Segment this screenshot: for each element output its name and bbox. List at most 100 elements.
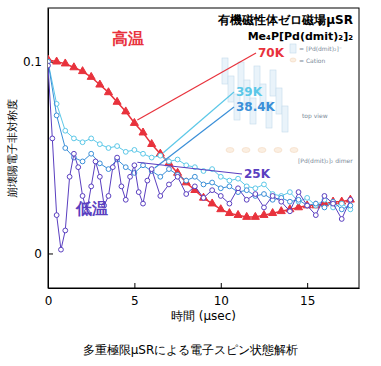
data-point — [53, 57, 61, 64]
data-point — [141, 151, 146, 156]
data-point — [89, 151, 94, 156]
tick: 5 — [131, 283, 139, 308]
data-point — [87, 72, 95, 79]
data-point — [201, 195, 206, 200]
data-point — [339, 217, 344, 222]
data-point — [130, 118, 138, 125]
subtitle: Me₄P[Pd(dmit)₂]₂ — [248, 30, 354, 43]
data-point — [296, 197, 301, 202]
data-point — [253, 186, 258, 191]
data-point — [50, 136, 55, 141]
data-point — [167, 167, 172, 172]
data-point — [287, 209, 292, 214]
plot-frame — [48, 8, 359, 288]
data-point — [80, 194, 85, 199]
data-point — [113, 97, 121, 104]
series-line — [48, 62, 350, 210]
inset-key — [290, 44, 296, 53]
data-point — [96, 80, 104, 87]
data-point — [184, 163, 189, 168]
data-point — [97, 174, 102, 179]
inset-label: top view — [302, 112, 328, 120]
data-point — [76, 165, 81, 170]
data-point — [287, 199, 292, 204]
data-point — [72, 151, 77, 156]
inset-cation — [258, 148, 266, 153]
data-point — [244, 188, 249, 193]
data-point — [63, 146, 68, 151]
data-point — [210, 180, 215, 185]
tick-mark — [221, 283, 222, 288]
tick-mark — [48, 253, 53, 254]
data-point — [48, 63, 50, 68]
caption: 多重極限μSRによる電子スピン状態解析 — [83, 343, 299, 357]
annotation: 高温 — [112, 29, 144, 48]
inset-cation — [242, 148, 250, 153]
data-point — [79, 67, 87, 74]
chart-container: = [Pd(dmit)₂]⁻= Cationtop view[Pd(dmit)₂… — [0, 0, 381, 366]
data-point — [141, 201, 146, 206]
tick: 0 — [34, 247, 53, 261]
series-line — [48, 62, 350, 210]
data-point — [262, 192, 267, 197]
data-point — [115, 144, 120, 149]
data-point — [208, 199, 216, 206]
series — [48, 63, 353, 252]
axis-line — [49, 288, 360, 289]
data-point — [243, 212, 251, 219]
x-axis-title: 時間 (μsec) — [171, 309, 236, 323]
inset — [222, 44, 298, 153]
data-point — [123, 165, 128, 170]
series-label: 70K — [258, 46, 285, 60]
inset-molecule — [282, 106, 288, 132]
series — [48, 59, 353, 211]
data-point — [136, 190, 141, 195]
data-point — [123, 149, 128, 154]
data-point — [54, 213, 59, 218]
data-point — [322, 194, 327, 199]
data-point — [227, 184, 232, 189]
data-point — [89, 184, 94, 189]
label-arrow — [163, 92, 234, 153]
data-point — [244, 197, 249, 202]
inset-key — [290, 58, 296, 62]
data-point — [106, 194, 111, 199]
x-axis: 051015 — [45, 283, 360, 308]
series — [48, 59, 353, 211]
data-point — [348, 197, 353, 202]
data-point — [218, 174, 223, 179]
data-point — [89, 136, 94, 141]
tick-label: 0 — [34, 247, 42, 261]
series-line — [48, 60, 350, 217]
data-point — [225, 209, 233, 216]
inset-cation — [274, 148, 282, 153]
data-point — [63, 228, 68, 233]
data-point — [210, 188, 215, 193]
tick-label: 10 — [214, 294, 229, 308]
data-point — [175, 174, 180, 179]
chart-svg: = [Pd(dmit)₂]⁻= Cationtop view[Pd(dmit)₂… — [0, 0, 381, 366]
data-point — [270, 194, 275, 199]
data-point — [339, 201, 344, 206]
tick-mark — [134, 283, 135, 288]
data-point — [132, 148, 137, 153]
data-point — [149, 155, 154, 160]
tick-label: 0.1 — [23, 55, 42, 69]
data-point — [80, 159, 85, 164]
title: 有機磁性体ゼロ磁場μSR — [217, 13, 353, 27]
inset-molecule — [270, 70, 276, 96]
data-point — [262, 182, 267, 187]
data-point — [67, 174, 72, 179]
data-point — [313, 213, 318, 218]
data-point — [59, 247, 64, 252]
data-point — [63, 128, 68, 133]
data-point — [217, 205, 225, 212]
data-point — [331, 201, 336, 206]
data-point — [184, 192, 189, 197]
series-label: 38.4K — [236, 100, 276, 114]
data-point — [234, 210, 242, 217]
data-point — [139, 128, 147, 135]
tick: 10 — [214, 283, 229, 308]
data-point — [227, 201, 232, 206]
series-label: 25K — [244, 167, 271, 181]
